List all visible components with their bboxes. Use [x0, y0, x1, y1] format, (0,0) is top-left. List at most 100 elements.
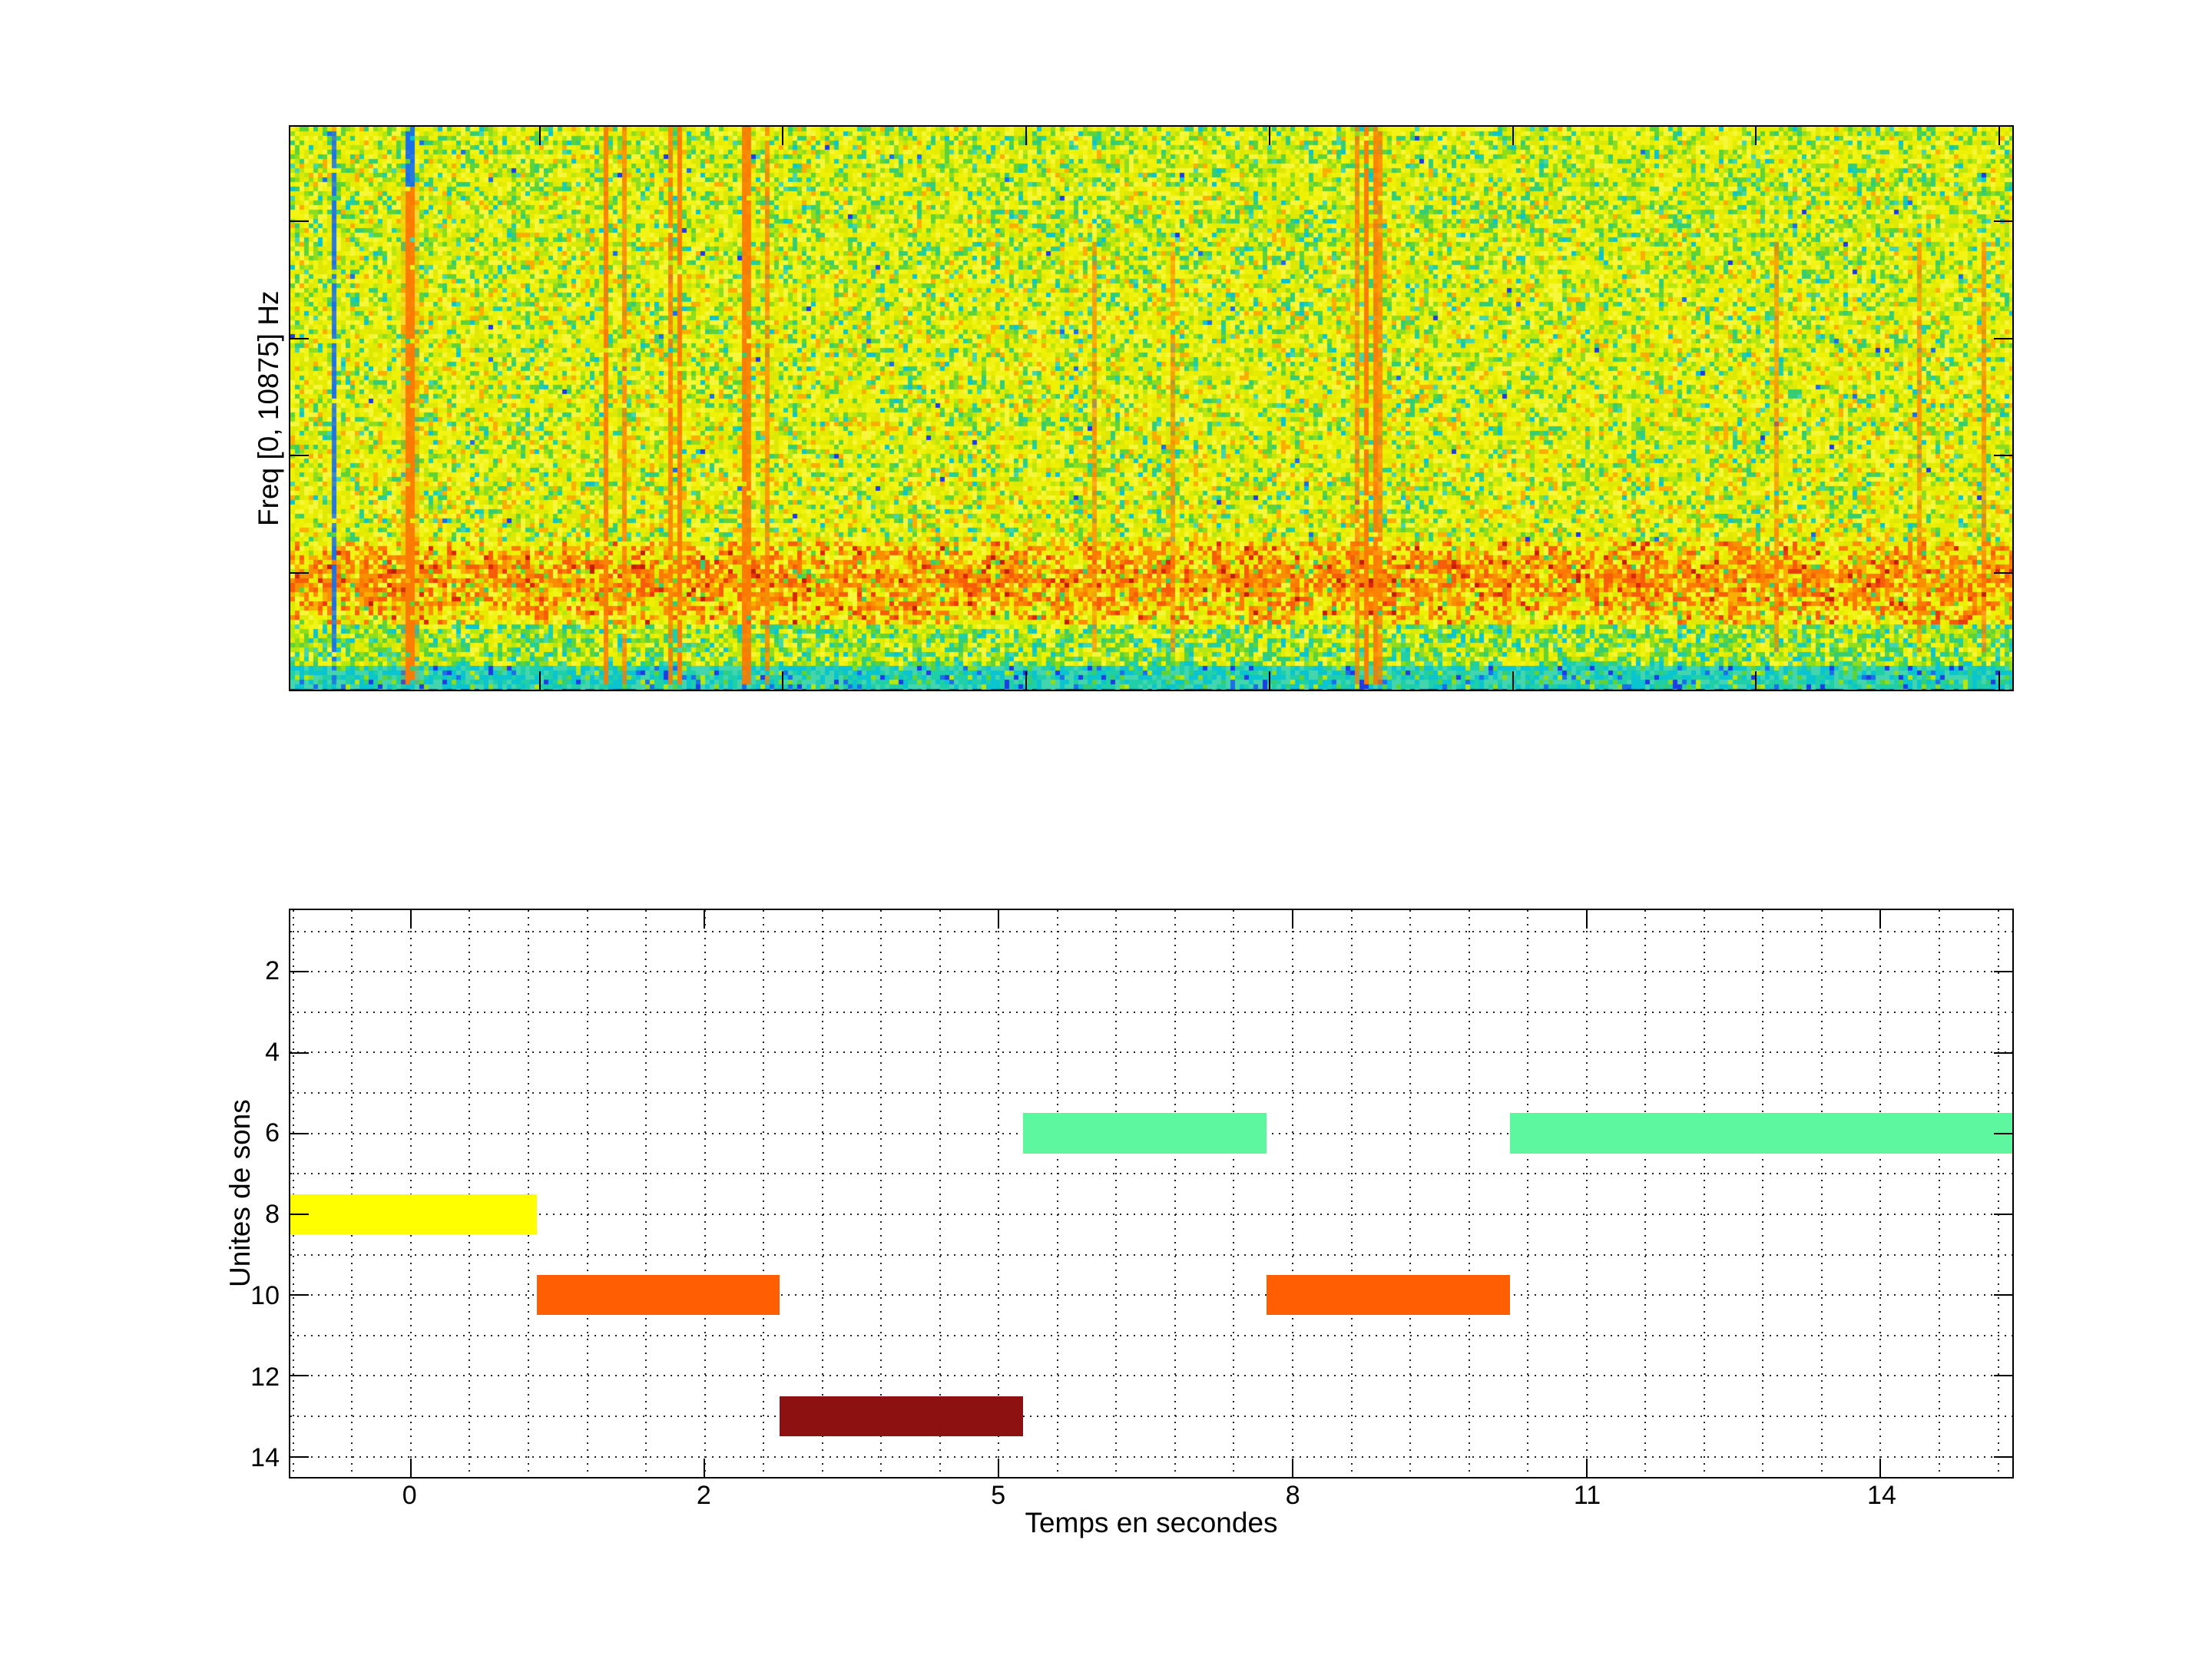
right-axis-tick: [1994, 1132, 2012, 1134]
y-tick-label: 2: [265, 955, 280, 985]
vertical-gridline: [1762, 910, 1764, 1477]
right-axis-tick: [1994, 571, 2012, 574]
spectrogram-image: [290, 127, 2012, 690]
bottom-axis-tick: [704, 1459, 706, 1477]
left-axis-tick: [290, 220, 309, 223]
top-axis-tick: [538, 127, 541, 145]
right-axis-tick: [1994, 1051, 2012, 1054]
left-axis-tick: [290, 1455, 309, 1458]
x-tick-label: 0: [402, 1481, 417, 1510]
vertical-gridline: [527, 910, 529, 1477]
vertical-gridline: [821, 910, 823, 1477]
bottom-axis-tick: [1585, 1459, 1588, 1477]
bottom-axis-tick: [1998, 671, 2001, 690]
horizontal-gridline: [290, 1173, 2012, 1175]
spectrogram-y-axis-label: Freq [0, 10875] Hz: [253, 290, 284, 526]
y-tick-label: 8: [265, 1200, 280, 1230]
timeline-segment-unit-6: [1023, 1113, 1267, 1154]
vertical-gridline: [704, 910, 706, 1477]
y-tick-label: 10: [250, 1280, 280, 1310]
bottom-axis-tick: [1291, 1459, 1293, 1477]
vertical-gridline: [1350, 910, 1353, 1477]
right-axis-tick: [1994, 1213, 2012, 1215]
horizontal-gridline: [290, 1092, 2012, 1094]
right-axis-tick: [1994, 1455, 2012, 1458]
vertical-gridline: [1879, 910, 1882, 1477]
vertical-gridline: [469, 910, 471, 1477]
left-axis-tick: [290, 1213, 309, 1215]
vertical-gridline: [1938, 910, 1940, 1477]
right-axis-tick: [1994, 971, 2012, 973]
bottom-axis-tick: [538, 671, 541, 690]
y-tick-label: 6: [265, 1118, 280, 1148]
vertical-gridline: [1820, 910, 1823, 1477]
horizontal-gridline: [290, 1051, 2012, 1054]
y-tick-label: 14: [250, 1443, 280, 1473]
vertical-gridline: [939, 910, 941, 1477]
spectrogram-plot: [289, 125, 2014, 691]
top-axis-tick: [704, 910, 706, 929]
bottom-axis-tick: [1512, 671, 1514, 690]
horizontal-gridline: [290, 1213, 2012, 1215]
top-axis-tick: [1879, 910, 1882, 929]
vertical-gridline: [586, 910, 588, 1477]
bottom-axis-tick: [1269, 671, 1271, 690]
vertical-gridline: [1409, 910, 1412, 1477]
vertical-gridline: [1056, 910, 1058, 1477]
vertical-gridline: [351, 910, 353, 1477]
x-tick-label: 14: [1867, 1481, 1896, 1510]
top-axis-tick: [1755, 127, 1757, 145]
horizontal-gridline: [290, 1455, 2012, 1458]
left-axis-tick: [290, 1375, 309, 1377]
y-tick-label: 12: [250, 1362, 280, 1392]
right-axis-tick: [1994, 455, 2012, 457]
vertical-gridline: [1703, 910, 1705, 1477]
x-tick-label: 8: [1285, 1481, 1300, 1510]
vertical-gridline: [645, 910, 647, 1477]
horizontal-gridline: [290, 1415, 2012, 1417]
left-axis-tick: [290, 971, 309, 973]
top-axis-tick: [1025, 127, 1028, 145]
vertical-gridline: [1233, 910, 1235, 1477]
left-axis-tick: [290, 571, 309, 574]
horizontal-gridline: [290, 1375, 2012, 1377]
vertical-gridline: [1585, 910, 1588, 1477]
right-axis-tick: [1994, 337, 2012, 339]
vertical-gridline: [1468, 910, 1470, 1477]
top-axis-tick: [1512, 127, 1514, 145]
vertical-gridline: [1644, 910, 1647, 1477]
top-axis-tick: [409, 910, 412, 929]
vertical-gridline: [1174, 910, 1176, 1477]
vertical-gridline: [1292, 910, 1294, 1477]
top-axis-tick: [1291, 910, 1293, 929]
left-axis-tick: [290, 1294, 309, 1296]
timeline-segment-unit-10: [536, 1274, 780, 1316]
bottom-axis-tick: [1755, 671, 1757, 690]
timeline-segment-unit-10: [1266, 1274, 1510, 1316]
timeline-plot: [289, 909, 2014, 1479]
horizontal-gridline: [290, 971, 2012, 973]
bottom-axis-tick: [782, 671, 784, 690]
horizontal-gridline: [290, 1294, 2012, 1296]
top-axis-tick: [998, 910, 1000, 929]
bottom-axis-tick: [1879, 1459, 1882, 1477]
vertical-gridline: [763, 910, 765, 1477]
left-axis-tick: [290, 1051, 309, 1054]
x-tick-label: 5: [991, 1481, 1006, 1510]
vertical-gridline: [880, 910, 882, 1477]
horizontal-gridline: [290, 1011, 2012, 1013]
x-tick-label: 11: [1573, 1481, 1601, 1510]
bottom-axis-tick: [409, 1459, 412, 1477]
timeline-y-axis-label: Unites de sons: [224, 1099, 256, 1288]
y-tick-label: 4: [265, 1037, 280, 1067]
timeline-segment-unit-13: [780, 1396, 1024, 1437]
bottom-axis-tick: [1025, 671, 1028, 690]
left-axis-tick: [290, 1132, 309, 1134]
top-axis-tick: [1998, 127, 2001, 145]
top-axis-tick: [782, 127, 784, 145]
left-axis-tick: [290, 337, 309, 339]
horizontal-gridline: [290, 930, 2012, 932]
right-axis-tick: [1994, 220, 2012, 223]
horizontal-gridline: [290, 1334, 2012, 1336]
